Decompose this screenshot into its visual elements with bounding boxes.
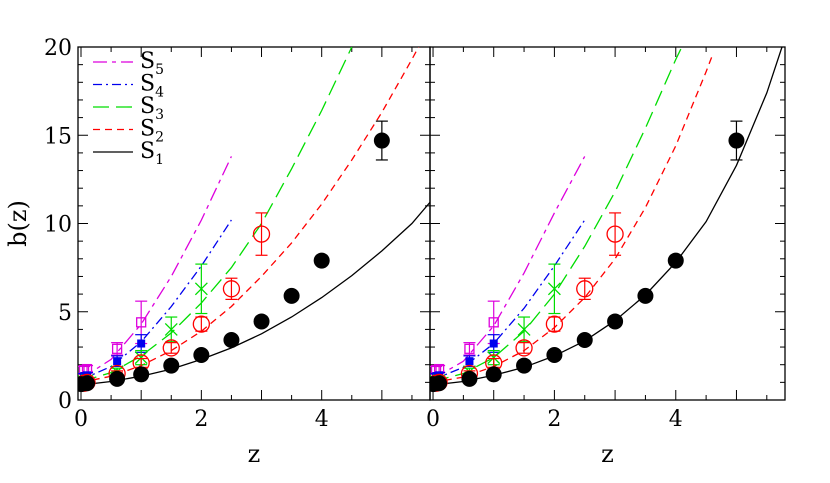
series-curve-S3	[80, 47, 353, 383]
data-point-S1	[79, 375, 96, 392]
series-curve-S5	[80, 156, 232, 380]
data-point-S2	[192, 315, 211, 333]
data-point-S5	[488, 317, 499, 328]
x-tick-label: 4	[315, 407, 329, 432]
data-point-S1	[283, 287, 300, 304]
x-tick-label: 2	[194, 407, 208, 432]
data-point-S4	[465, 357, 474, 366]
x-tick-label: 0	[426, 407, 440, 432]
data-point-S2	[606, 225, 624, 243]
y-tick-label: 10	[44, 213, 72, 238]
data-point-S5	[136, 317, 147, 328]
data-point-S2	[252, 225, 271, 243]
data-point-S3	[517, 322, 531, 336]
data-point-S1	[607, 313, 624, 330]
data-point-S1	[223, 331, 240, 348]
data-point-S3	[487, 351, 501, 365]
data-point-S1	[576, 331, 593, 348]
series-curve-S1	[432, 47, 783, 386]
y-tick-label: 0	[58, 389, 72, 414]
x-axis-title: z	[248, 440, 261, 468]
data-point-S1	[461, 370, 478, 387]
x-axis-title: z	[601, 440, 614, 468]
plot-area	[78, 47, 430, 393]
data-point-S2	[222, 280, 241, 298]
data-point-S5	[464, 343, 475, 354]
y-tick-label: 20	[44, 36, 72, 61]
data-point-S4	[137, 339, 146, 348]
data-point-S4	[113, 357, 122, 366]
series-curve-S2	[432, 55, 713, 384]
data-point-S1	[133, 366, 150, 383]
data-point-S1	[109, 370, 126, 387]
data-point-S1	[667, 252, 684, 269]
data-point-S2	[576, 280, 594, 298]
x-tick-label: 0	[74, 407, 88, 432]
data-point-S2	[162, 339, 180, 357]
plot-frame	[429, 46, 786, 401]
data-point-S1	[516, 357, 533, 374]
plot-area	[430, 47, 783, 393]
series-curve-S4	[80, 219, 232, 381]
data-point-S5	[111, 343, 123, 354]
data-point-S1	[485, 366, 502, 383]
data-point-S4	[489, 339, 498, 348]
data-point-S3	[547, 282, 561, 296]
data-point-S1	[431, 375, 448, 392]
plot-frame	[77, 46, 431, 401]
data-point-S1	[253, 313, 270, 330]
data-point-S2	[545, 315, 564, 333]
y-tick-label: 15	[44, 124, 72, 149]
data-point-S1	[373, 132, 390, 149]
series-curve-S3	[432, 47, 683, 383]
x-tick-label: 2	[547, 407, 561, 432]
series-curve-S4	[432, 219, 586, 381]
data-point-S1	[546, 346, 563, 363]
data-point-S1	[313, 252, 330, 269]
data-point-S3	[164, 322, 178, 336]
data-point-S1	[193, 346, 210, 363]
data-point-S2	[515, 339, 533, 357]
data-point-S1	[728, 132, 745, 149]
y-axis-title: b(z)	[4, 200, 32, 247]
series-curve-S5	[432, 156, 586, 380]
right-panel: 0 2 4 z	[426, 46, 786, 468]
data-point-S3	[134, 351, 148, 365]
series-curve-S2	[80, 47, 420, 384]
data-point-S1	[637, 287, 654, 304]
data-point-S3	[194, 282, 208, 296]
y-tick-label: 5	[58, 301, 72, 326]
data-point-S1	[163, 357, 180, 374]
x-tick-label: 4	[669, 407, 683, 432]
